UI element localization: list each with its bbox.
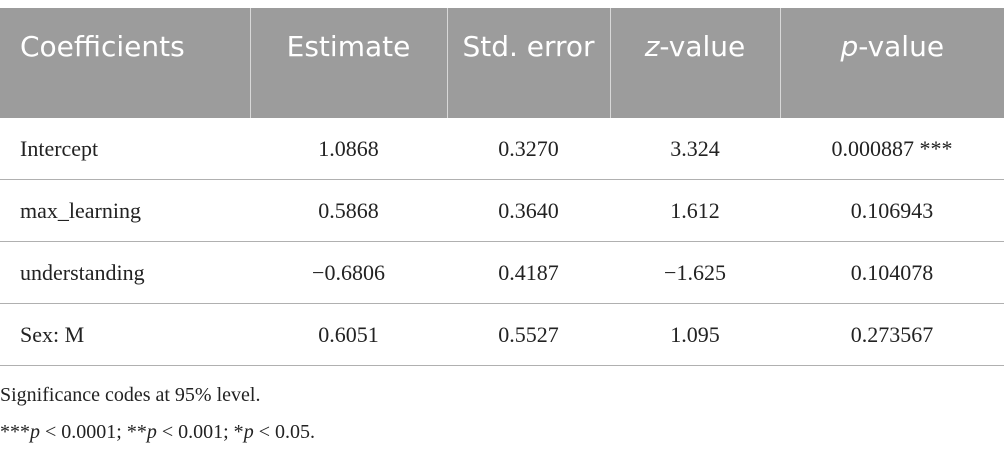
text-run: < 0.0001; ** [40,421,147,443]
table-cell: 0.5868 [250,179,447,242]
table-cell: 1.095 [610,303,780,366]
text-run: Significance codes at 95% level. [0,384,261,406]
table-cell: 0.3270 [447,118,610,180]
table-row: Sex: M 0.6051 0.5527 1.095 0.273567 [0,303,1004,366]
coefficient-table: Coefficients Estimate Std. error z-value p-v… [0,8,1004,366]
table-cell: 0.273567 [780,303,1004,366]
text-run: -value [858,30,945,63]
header-cell: Coefficients [0,8,250,118]
table-cell: Sex: M [0,303,250,366]
table-cell: 0.000887 *** [780,118,1004,180]
footnotes: Significance codes at 95% level. ***p < 0… [0,380,315,454]
italic-text: p [30,421,40,443]
table-cell: 0.5527 [447,303,610,366]
footnote: Significance codes at 95% level. [0,380,315,417]
table-body: Intercept 1.0868 0.3270 3.324 0.000887 *** ma… [0,118,1004,366]
header-cell: z-value [609,8,780,118]
table-cell: 0.4187 [447,241,610,304]
table-row: Intercept 1.0868 0.3270 3.324 0.000887 *** [0,118,1004,180]
header-cell: Std. error [446,8,610,118]
header-cell: p-value [779,8,1004,118]
italic-text: p [840,30,859,63]
footnote: ***p < 0.0001; **p < 0.001; *p < 0.05. [0,417,315,454]
italic-text: p [146,421,157,443]
text-run: *** [0,421,30,443]
table-cell: 0.104078 [780,241,1004,304]
table-cell: 0.6051 [250,303,447,366]
text-run: Coefficients [20,30,185,63]
table-cell: −0.6806 [250,241,447,304]
table-cell: 1.0868 [250,118,447,180]
italic-text: p [243,421,254,443]
table-row: understanding −0.6806 0.4187 −1.625 0.104078 [0,241,1004,304]
table-cell: 3.324 [610,118,780,180]
text-run: < 0.001; * [156,421,244,443]
table-row: max_learning 0.5868 0.3640 1.612 0.106943 [0,179,1004,242]
table-cell: 0.106943 [780,179,1004,242]
text-run: Estimate [286,30,411,63]
header-cell: Estimate [249,8,447,118]
text-run: Std. error [462,30,595,63]
table-cell: max_learning [0,179,250,242]
table-cell: 0.3640 [447,179,610,242]
table-cell: understanding [0,241,250,304]
text-run: < 0.05. [253,421,315,443]
table-cell: 1.612 [610,179,780,242]
text-run: -value [659,30,746,63]
table-cell: −1.625 [610,241,780,304]
italic-text: z [644,30,660,63]
header-row: Coefficients Estimate Std. error z-value p-v… [0,8,1004,118]
table-cell: Intercept [0,118,250,180]
